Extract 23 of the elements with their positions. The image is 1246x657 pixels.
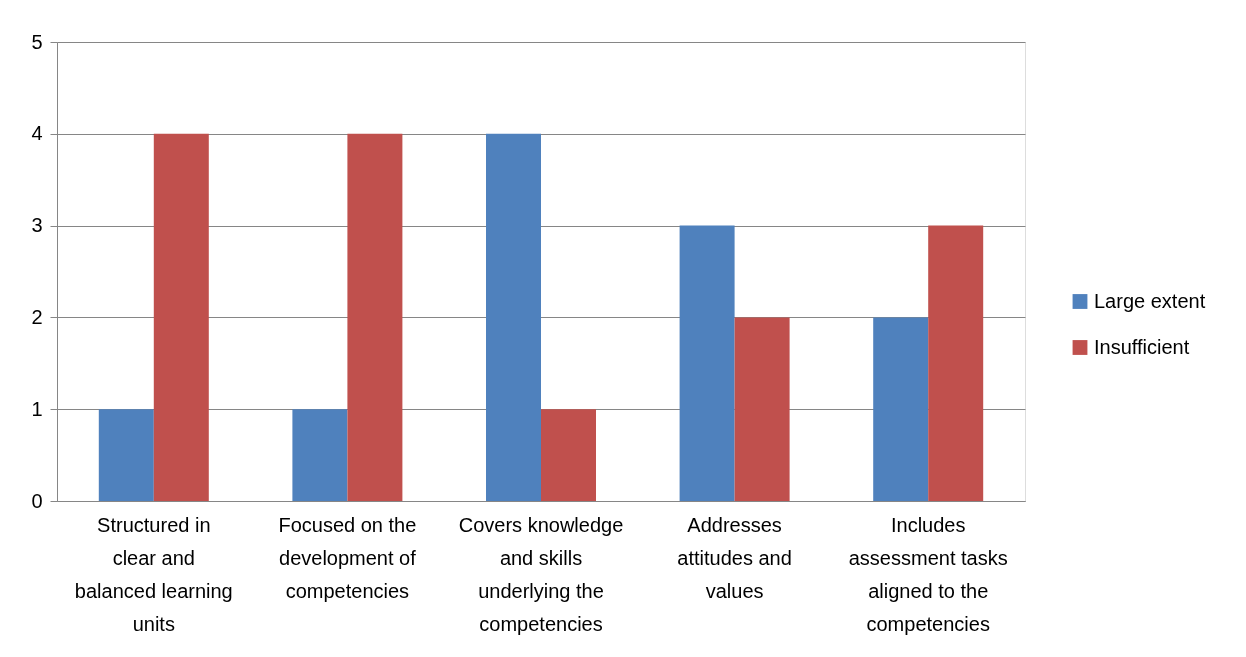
bar <box>292 409 348 501</box>
x-tick-label: Structured in clear and balanced learning units <box>74 513 233 635</box>
legend-label: Insufficient <box>1094 335 1190 358</box>
legend-label: Large extent <box>1094 289 1206 312</box>
bar <box>928 225 984 501</box>
y-tick-label: 5 <box>31 30 43 53</box>
bar <box>347 133 403 501</box>
y-tick-label: 4 <box>31 122 43 145</box>
bar <box>98 409 154 501</box>
y-tick-label: 3 <box>31 214 43 237</box>
bar <box>486 133 541 501</box>
y-tick-label: 1 <box>31 397 43 420</box>
bar <box>541 409 596 501</box>
bar <box>679 225 735 501</box>
x-tick-label: Addresses attitudes and values <box>677 513 792 602</box>
x-tick-label: Focused on the development of competencies <box>278 513 417 602</box>
bar <box>153 133 209 501</box>
x-tick-label: Covers knowledge and skills underlying the competencies <box>458 513 624 635</box>
bar <box>873 317 929 501</box>
x-tick-label: Includes assessment tasks aligned to the competencies <box>848 513 1008 635</box>
y-tick-label: 2 <box>31 305 43 328</box>
bar <box>734 317 790 501</box>
y-tick-label: 0 <box>31 489 43 512</box>
